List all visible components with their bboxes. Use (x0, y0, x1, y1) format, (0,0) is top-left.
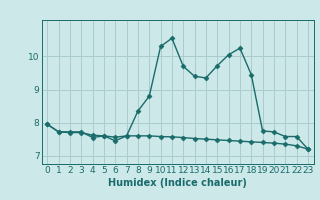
X-axis label: Humidex (Indice chaleur): Humidex (Indice chaleur) (108, 178, 247, 188)
